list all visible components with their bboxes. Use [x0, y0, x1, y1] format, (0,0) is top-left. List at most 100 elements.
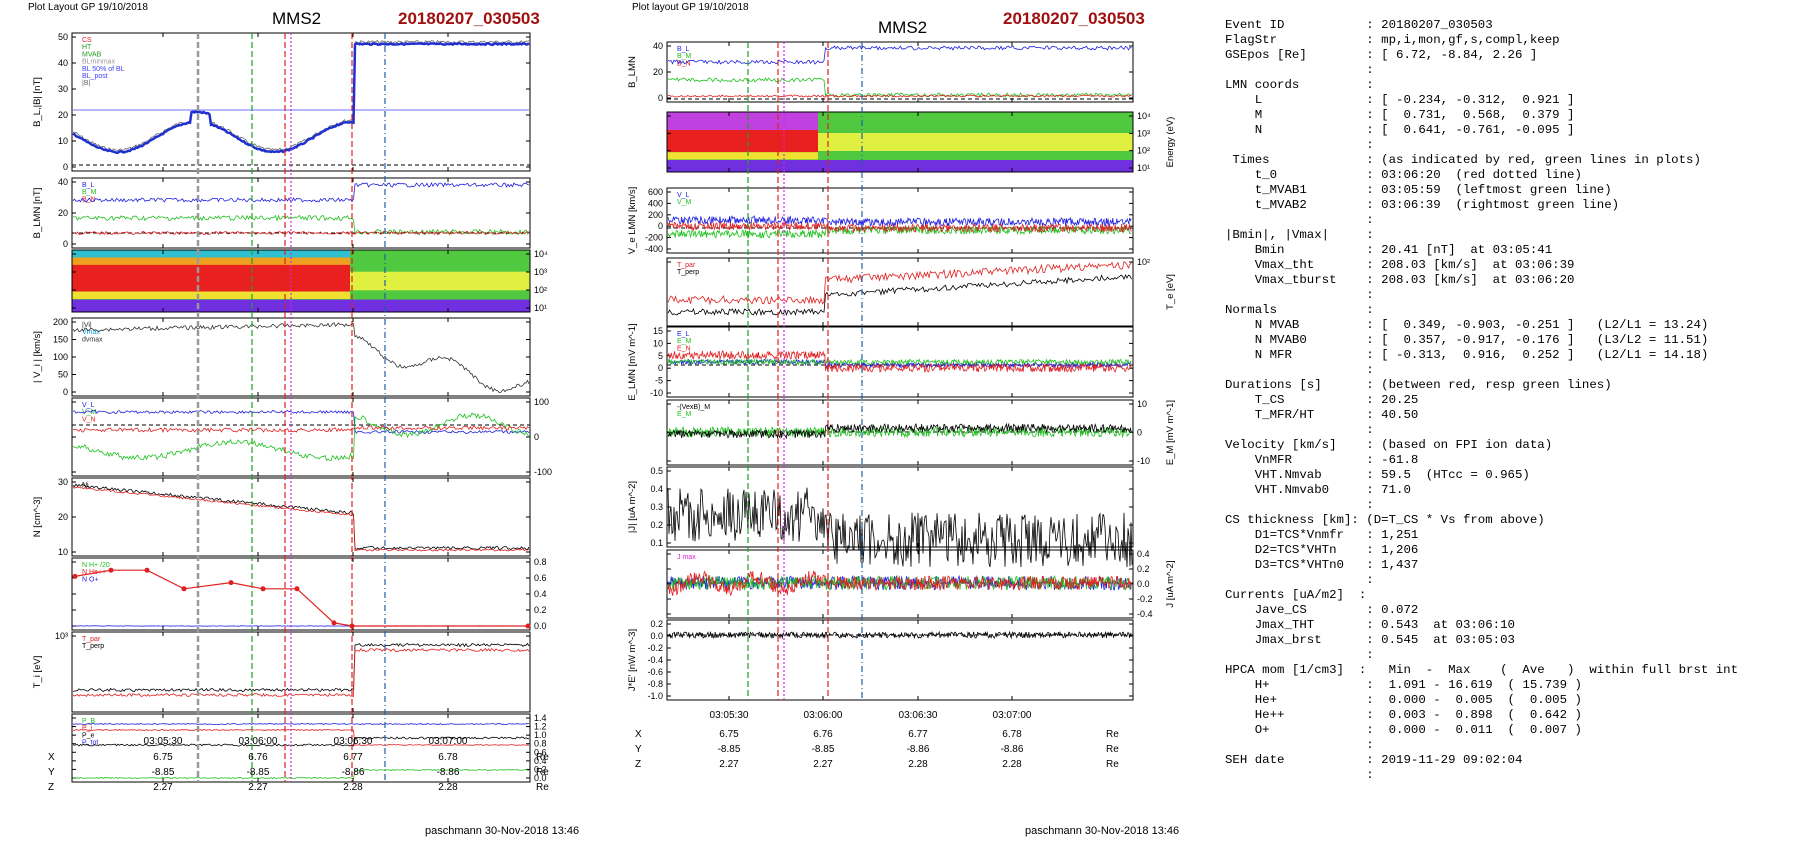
y-tick-label: 0 — [534, 432, 539, 442]
he-plus-plus-point — [181, 586, 187, 592]
info-line: FlagStr : mp,i,mon,gf,s,compl,keep — [1225, 33, 1560, 47]
y-tick-label: -0.2 — [1137, 594, 1153, 604]
y-tick-label: 200 — [53, 317, 68, 327]
y-tick-label: 0.4 — [1137, 549, 1150, 559]
legend-entry: -(VexB)_M — [677, 404, 710, 411]
y-tick-label: 10² — [1137, 257, 1150, 267]
y-tick-label: 20 — [58, 110, 68, 120]
PB-trace — [72, 769, 530, 779]
info-line: LMN coords : — [1225, 78, 1374, 92]
Ni-trace — [72, 483, 530, 550]
legend-entry: P_e — [82, 732, 95, 739]
spectrogram-noise-band — [667, 160, 1133, 172]
y-axis-label: V_e LMN [km/s] — [627, 187, 638, 255]
ephemeris-unit: Re — [536, 767, 549, 778]
y-tick-label: 10 — [653, 338, 663, 348]
legend-entry: Ni — [82, 482, 89, 489]
info-line: T_CS : 20.25 — [1225, 393, 1419, 407]
y-tick-label: 0.0 — [1137, 579, 1150, 589]
info-line: He++ : 0.003 - 0.898 ( 0.642 ) — [1225, 708, 1582, 722]
right-event-title: 20180207_030503 — [1003, 9, 1145, 28]
right-footer: paschmann 30-Nov-2018 13:46 — [1025, 825, 1180, 837]
spectrogram-noise-band — [72, 299, 530, 312]
BL-trace — [72, 41, 530, 154]
info-line: N MFR : [ -0.313, 0.916, 0.252 ] (L2/L1 … — [1225, 348, 1709, 362]
Ni-alt-trace — [72, 486, 530, 552]
panel-2: 10⁴ 10³ 10² 10¹ Energy (eV) — [666, 111, 1176, 173]
BM-trace — [667, 77, 1132, 98]
y-tick-label: 30 — [58, 477, 68, 487]
panel-frame — [666, 619, 1134, 701]
legend-entry: B_L — [82, 182, 95, 189]
panel-frame — [71, 631, 531, 713]
ephemeris-value: -8.85 — [152, 767, 175, 778]
info-line: VHT.Nmvab : 59.5 (HTcc = 0.965) — [1225, 468, 1530, 482]
panel-6: 30 20 10 N [cm^-3] Ni — [32, 477, 531, 557]
info-line: : — [1225, 498, 1374, 512]
info-line: VHT.Nmvab0 : 71.0 — [1225, 483, 1411, 497]
ephemeris-name: X — [48, 752, 55, 763]
y-tick-label: 0.2 — [534, 764, 547, 774]
spectrogram-cool-band — [72, 250, 350, 258]
ephemeris-value: -8.86 — [907, 744, 930, 755]
ephemeris-name: X — [635, 729, 642, 740]
left-layout-label: Plot Layout GP 19/10/2018 — [28, 2, 148, 13]
y-tick-label: -5 — [655, 376, 663, 386]
Ptot-trace — [72, 723, 530, 725]
B-magnitude-trace — [72, 39, 530, 152]
he-plus-plus-point — [294, 586, 300, 592]
panel-5: 15 10 5 0 -5 -10 E_LMN [mV m^-1] E_LE_ME_N — [627, 323, 1134, 401]
legend-entry: |B| — [82, 80, 90, 87]
panel-frame — [666, 187, 1134, 254]
y-tick-label: 10³ — [1137, 128, 1150, 138]
y-tick-label: 10⁴ — [1137, 111, 1151, 121]
y-axis-label: Energy (eV) — [1165, 117, 1176, 168]
x-tick-label: 03:06:00 — [804, 710, 843, 721]
y-axis-label: | V_i | [km/s] — [32, 331, 43, 383]
y-axis-label: E_LMN [mV m^-1] — [627, 323, 638, 400]
y-axis-label: B_LMN — [627, 56, 638, 88]
info-line: Durations [s] : (between red, resp green… — [1225, 378, 1612, 392]
he-plus-plus-point — [228, 580, 234, 586]
legend-entry: B_L — [677, 46, 690, 53]
info-line: D3=TCS*VHTn0 : 1,437 — [1225, 558, 1419, 572]
BM-trace — [72, 214, 530, 236]
J-magnitude-trace — [667, 487, 1133, 568]
info-line: H+ : 1.091 - 16.619 ( 15.739 ) — [1225, 678, 1582, 692]
ephemeris-value: -8.86 — [437, 767, 460, 778]
ephemeris-value: -8.85 — [718, 744, 741, 755]
panel-frame — [71, 249, 531, 313]
Tperp-trace — [72, 642, 530, 693]
ephemeris-value: 2.27 — [719, 759, 739, 770]
panel-8: 0.4 0.2 0.0 -0.2 -0.4 J [uA m^-2] J max — [666, 549, 1176, 619]
info-line: VnMFR : -61.8 — [1225, 453, 1419, 467]
y-tick-label: 0 — [1137, 428, 1142, 438]
BN-trace — [667, 94, 1132, 98]
y-axis-label: |J| [uA m^-2] — [627, 481, 638, 533]
panel-9: 1.41.21.00.80.60.40.20.0P [nPa]P_BP_iP_e… — [71, 713, 547, 783]
y-tick-label: 1.0 — [534, 730, 547, 740]
ephemeris-value: -8.85 — [812, 744, 835, 755]
BL-trace — [72, 182, 530, 203]
info-line: He+ : 0.000 - 0.005 ( 0.005 ) — [1225, 693, 1582, 707]
y-tick-label: 0.4 — [650, 484, 663, 494]
panel-frame — [666, 326, 1134, 398]
y-tick-label: 0.2 — [650, 520, 663, 530]
left-event-title: 20180207_030503 — [398, 9, 540, 28]
legend-entry: B_M — [82, 189, 97, 196]
ephemeris-value: 2.28 — [908, 759, 928, 770]
panel-9: 0.2 0.0 -0.2 -0.4 -0.6 -0.8 -1.0 J*E' [nW m^-3] — [627, 619, 1134, 701]
y-tick-label: 0 — [658, 363, 663, 373]
y-tick-label: -10 — [650, 388, 663, 398]
y-tick-label: -1.0 — [647, 691, 663, 701]
y-tick-label: 10¹ — [534, 303, 547, 313]
info-line: Bmin : 20.41 [nT] at 03:05:41 — [1225, 243, 1553, 257]
info-line: M : [ 0.731, 0.568, 0.379 ] — [1225, 108, 1575, 122]
y-tick-label: 10² — [1137, 146, 1150, 156]
left-spacecraft-title: MMS2 — [272, 9, 322, 28]
Tpar-trace — [667, 260, 1132, 306]
y-tick-label: 0.0 — [534, 773, 547, 783]
ephemeris-name: Z — [635, 759, 641, 770]
